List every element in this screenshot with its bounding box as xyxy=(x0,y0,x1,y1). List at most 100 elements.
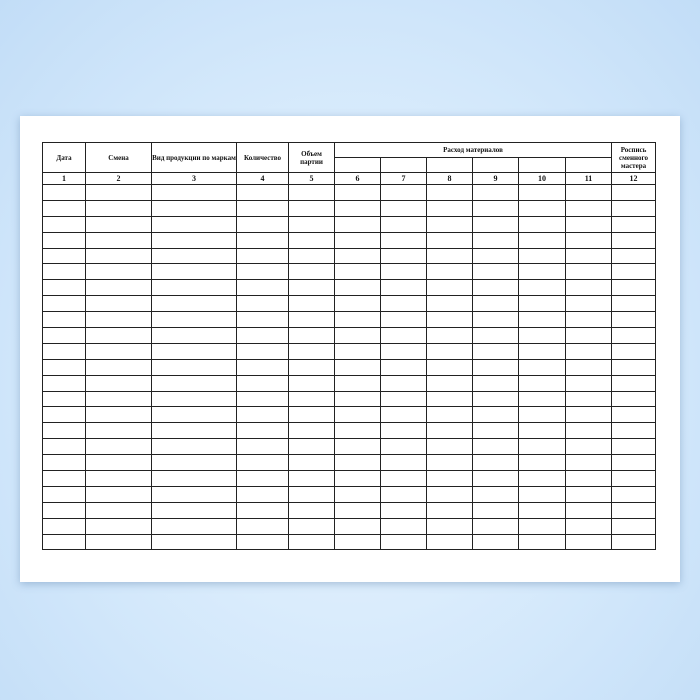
empty-cell[interactable] xyxy=(518,184,566,201)
empty-cell[interactable] xyxy=(518,454,566,472)
empty-cell[interactable] xyxy=(85,215,152,233)
empty-cell[interactable] xyxy=(85,501,152,519)
empty-cell[interactable] xyxy=(151,406,237,424)
empty-cell[interactable] xyxy=(85,454,152,472)
empty-cell[interactable] xyxy=(380,327,427,344)
empty-cell[interactable] xyxy=(565,184,612,201)
empty-cell[interactable] xyxy=(472,454,519,472)
empty-cell[interactable] xyxy=(611,231,656,249)
empty-cell[interactable] xyxy=(472,327,519,344)
empty-cell[interactable] xyxy=(380,454,427,472)
empty-cell[interactable] xyxy=(236,199,289,217)
empty-cell[interactable] xyxy=(236,533,289,551)
empty-cell[interactable] xyxy=(518,485,566,503)
empty-cell[interactable] xyxy=(151,342,237,360)
empty-cell[interactable] xyxy=(472,199,519,217)
empty-cell[interactable] xyxy=(42,517,86,535)
empty-cell[interactable] xyxy=(236,247,289,265)
empty-cell[interactable] xyxy=(334,517,381,535)
empty-cell[interactable] xyxy=(151,311,237,329)
empty-cell[interactable] xyxy=(85,470,152,487)
empty-cell[interactable] xyxy=(334,390,381,408)
empty-cell[interactable] xyxy=(334,263,381,281)
empty-cell[interactable] xyxy=(85,327,152,344)
empty-cell[interactable] xyxy=(334,406,381,424)
empty-cell[interactable] xyxy=(288,470,335,487)
empty-cell[interactable] xyxy=(288,247,335,265)
empty-cell[interactable] xyxy=(565,390,612,408)
empty-cell[interactable] xyxy=(380,215,427,233)
empty-cell[interactable] xyxy=(236,406,289,424)
empty-cell[interactable] xyxy=(472,517,519,535)
empty-cell[interactable] xyxy=(380,231,427,249)
empty-cell[interactable] xyxy=(288,438,335,456)
empty-cell[interactable] xyxy=(42,199,86,217)
empty-cell[interactable] xyxy=(151,215,237,233)
empty-cell[interactable] xyxy=(236,279,289,297)
empty-cell[interactable] xyxy=(236,358,289,376)
empty-cell[interactable] xyxy=(518,438,566,456)
empty-cell[interactable] xyxy=(334,199,381,217)
empty-cell[interactable] xyxy=(85,517,152,535)
empty-cell[interactable] xyxy=(380,485,427,503)
empty-cell[interactable] xyxy=(565,327,612,344)
empty-cell[interactable] xyxy=(380,295,427,313)
empty-cell[interactable] xyxy=(85,231,152,249)
empty-cell[interactable] xyxy=(518,501,566,519)
empty-cell[interactable] xyxy=(472,501,519,519)
empty-cell[interactable] xyxy=(334,215,381,233)
empty-cell[interactable] xyxy=(151,454,237,472)
empty-cell[interactable] xyxy=(611,485,656,503)
empty-cell[interactable] xyxy=(380,247,427,265)
empty-cell[interactable] xyxy=(565,199,612,217)
empty-cell[interactable] xyxy=(42,231,86,249)
empty-cell[interactable] xyxy=(518,327,566,344)
empty-cell[interactable] xyxy=(426,247,473,265)
empty-cell[interactable] xyxy=(518,390,566,408)
empty-cell[interactable] xyxy=(334,279,381,297)
empty-cell[interactable] xyxy=(151,231,237,249)
empty-cell[interactable] xyxy=(565,231,612,249)
empty-cell[interactable] xyxy=(42,422,86,440)
empty-cell[interactable] xyxy=(380,533,427,551)
empty-cell[interactable] xyxy=(334,295,381,313)
empty-cell[interactable] xyxy=(426,231,473,249)
empty-cell[interactable] xyxy=(518,374,566,392)
empty-cell[interactable] xyxy=(426,517,473,535)
empty-cell[interactable] xyxy=(518,517,566,535)
empty-cell[interactable] xyxy=(426,184,473,201)
empty-cell[interactable] xyxy=(472,470,519,487)
empty-cell[interactable] xyxy=(611,517,656,535)
empty-cell[interactable] xyxy=(426,279,473,297)
empty-cell[interactable] xyxy=(288,199,335,217)
empty-cell[interactable] xyxy=(472,533,519,551)
empty-cell[interactable] xyxy=(565,374,612,392)
empty-cell[interactable] xyxy=(288,231,335,249)
empty-cell[interactable] xyxy=(288,422,335,440)
empty-cell[interactable] xyxy=(380,279,427,297)
empty-cell[interactable] xyxy=(565,470,612,487)
empty-cell[interactable] xyxy=(236,311,289,329)
empty-cell[interactable] xyxy=(472,184,519,201)
empty-cell[interactable] xyxy=(334,231,381,249)
empty-cell[interactable] xyxy=(85,422,152,440)
empty-cell[interactable] xyxy=(236,501,289,519)
empty-cell[interactable] xyxy=(611,422,656,440)
empty-cell[interactable] xyxy=(85,184,152,201)
empty-cell[interactable] xyxy=(380,470,427,487)
empty-cell[interactable] xyxy=(611,438,656,456)
empty-cell[interactable] xyxy=(565,279,612,297)
empty-cell[interactable] xyxy=(426,422,473,440)
empty-cell[interactable] xyxy=(288,485,335,503)
empty-cell[interactable] xyxy=(518,247,566,265)
empty-cell[interactable] xyxy=(380,517,427,535)
empty-cell[interactable] xyxy=(288,295,335,313)
empty-cell[interactable] xyxy=(151,422,237,440)
empty-cell[interactable] xyxy=(426,501,473,519)
empty-cell[interactable] xyxy=(472,279,519,297)
empty-cell[interactable] xyxy=(42,374,86,392)
empty-cell[interactable] xyxy=(426,438,473,456)
empty-cell[interactable] xyxy=(518,231,566,249)
empty-cell[interactable] xyxy=(42,263,86,281)
empty-cell[interactable] xyxy=(151,485,237,503)
